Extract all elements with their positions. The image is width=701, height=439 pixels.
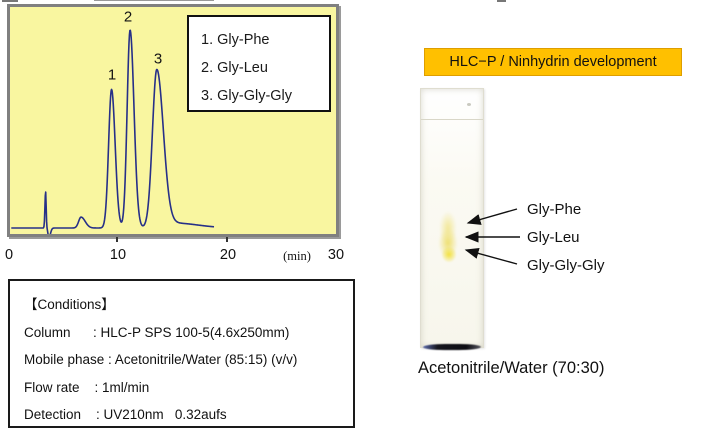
peak-legend-box: 1. Gly-Phe 2. Gly-Leu 3. Gly-Gly-Gly: [187, 15, 331, 112]
x-axis-label: 0: [4, 247, 14, 263]
spot-label-gly-gly-gly: Gly-Gly-Gly: [527, 257, 605, 274]
conditions-line-column: Column : HLC-P SPS 100-5(4.6x250mm): [24, 324, 290, 340]
tlc-spot-gly-gly-gly: [442, 247, 456, 262]
chromatogram-trace: [10, 29, 215, 234]
conditions-line-mobile-phase: Mobile phase : Acetonitrile/Water (85:15…: [24, 352, 298, 367]
plate-bottom-shadow: [422, 344, 482, 350]
conditions-heading: 【Conditions】: [24, 297, 115, 312]
legend-item: 3. Gly-Gly-Gly: [201, 88, 293, 104]
x-axis-tick: [116, 237, 118, 242]
plate-speck: [467, 103, 471, 106]
solvent-caption: Acetonitrile/Water (70:30): [418, 359, 605, 377]
legend-item: 2. Gly-Leu: [201, 60, 268, 76]
spot-label-gly-phe: Gly-Phe: [527, 201, 582, 218]
x-axis-label: 20: [219, 247, 237, 263]
chromatogram-panel: 1 2 3 1. Gly-Phe 2. Gly-Leu 3. Gly-Gly-G…: [7, 4, 339, 237]
legend-item: 1. Gly-Phe: [201, 32, 270, 48]
cropped-text-artifact: [497, 0, 506, 2]
x-axis-label: 10: [109, 247, 127, 263]
peak-number-label: 3: [153, 50, 163, 68]
cropped-text-artifact: [2, 0, 18, 2]
x-axis-tick: [226, 237, 228, 242]
spot-arrows: [464, 208, 520, 265]
conditions-box: 【Conditions】 Column : HLC-P SPS 100-5(4.…: [8, 279, 355, 428]
x-axis-label: 30: [327, 247, 345, 263]
conditions-line-detection: Detection : UV210nm 0.32aufs: [24, 407, 227, 422]
peak-number-label: 1: [107, 66, 117, 84]
x-axis-unit-label: (min): [283, 249, 311, 263]
cropped-text-artifact: [94, 0, 214, 1]
spot-label-gly-leu: Gly-Leu: [527, 229, 580, 246]
method-banner: HLC−P / Ninhydrin development: [424, 48, 682, 76]
conditions-line-flow-rate: Flow rate : 1ml/min: [24, 379, 150, 395]
arrow-gly-gly-gly: [464, 247, 518, 265]
plate-coating-line: [421, 119, 483, 120]
arrow-gly-phe: [466, 208, 518, 225]
peak-number-label: 2: [123, 8, 133, 26]
